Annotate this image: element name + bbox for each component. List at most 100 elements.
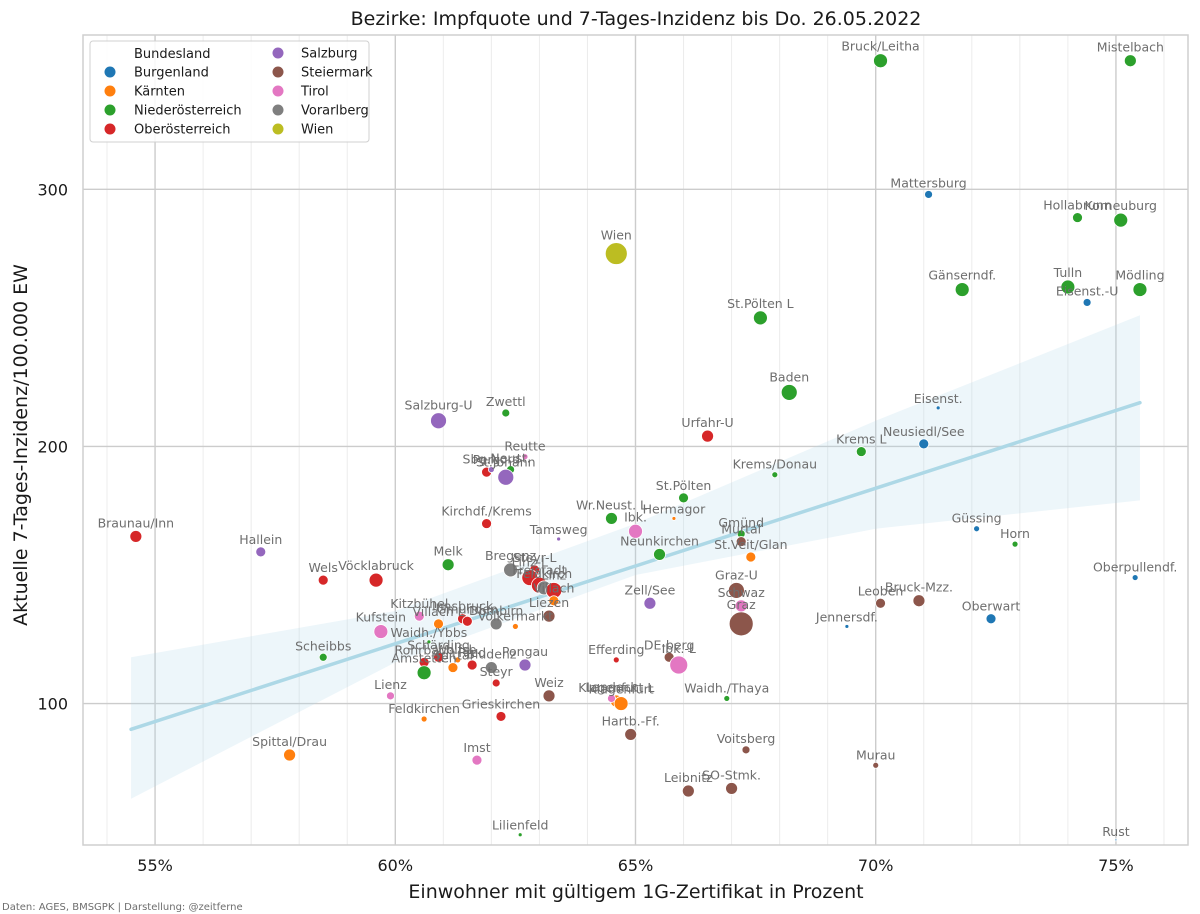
point-label: Tulln [1053,265,1083,280]
data-point [441,558,455,572]
data-point [426,639,432,645]
data-point [497,468,515,486]
point-label: Grieskirchen [462,696,541,711]
legend-marker [104,85,116,97]
point-label: Waidh./Thaya [684,680,769,695]
point-label: Scheibbs [295,638,351,653]
x-tick-label: 70% [858,856,894,875]
data-point [454,656,462,664]
x-tick-label: 55% [137,856,173,875]
point-label: Jennersdf. [815,609,878,624]
data-point [1082,298,1092,307]
point-labels-layer: Bruck/Leitha Mistelbach Mattersburg Hollabr… [98,39,1178,839]
data-point [503,562,518,578]
point-label: Bruck/Leitha [841,39,919,54]
data-point [461,615,473,627]
y-axis-label: Aktuelle 7-Tages-Inzidenz/100.000 EW [10,264,32,626]
point-label: Klagenfurt [588,682,653,697]
data-point [725,782,738,795]
point-label: Bludenz [466,647,517,662]
point-label: Murtal [721,522,761,537]
point-label: Bruck-Mzz. [885,580,953,595]
point-label: Landeck [585,679,638,694]
point-label: Liezen [529,595,569,610]
point-label: St.Johann [476,454,536,469]
data-point [628,523,643,539]
point-label: Villach [533,581,574,596]
data-point [780,384,798,401]
data-point [433,651,444,663]
point-label: Amstetten [391,651,456,666]
legend-marker [104,123,116,135]
plot-frame [82,34,1189,846]
data-point [604,242,628,265]
data-point [484,661,498,674]
data-point [1123,54,1137,68]
point-label: Weiz [534,675,564,690]
data-point [487,466,495,473]
legend-entry-label: Vorarlberg [301,104,369,119]
point-label: Lienz [374,677,407,692]
point-label: Gmunden [437,601,498,616]
major-grid [83,35,1188,845]
legend-entry-label: Kärnten [134,85,185,100]
data-point [671,516,677,521]
x-tick-labels: 55% 60% 65% 70% 75% [137,856,1133,875]
point-label: Graz [727,597,756,612]
data-point [753,310,768,326]
point-label: Kufstein [356,610,406,625]
data-point [548,595,560,607]
data-point [624,728,638,741]
point-label: Rohrbach [394,642,453,657]
legend-marker [272,104,284,116]
point-label: Wr.Neust. L [576,497,647,512]
data-point [771,471,779,479]
data-point [735,536,747,547]
legend-marker [272,47,284,59]
point-label: Steyr [480,664,514,679]
point-label: Lilienfeld [492,818,549,833]
point-label: Horn [1000,526,1030,541]
data-point [318,652,328,662]
regression-line-layer [129,400,1142,732]
point-label: Perg [473,452,501,467]
data-point [723,695,731,702]
point-label: Ibk.-L [662,641,696,656]
data-credit: Daten: AGES, BMSGPK | Darstellung: @zeit… [2,902,243,913]
regression-line [129,400,1142,732]
point-label: Baden [769,369,809,384]
point-label: Linz [541,567,566,582]
point-label: Murau [856,747,895,762]
x-tick-label: 75% [1098,856,1134,875]
data-point [607,694,616,703]
chart-title: Bezirke: Impfquote und 7-Tages-Inzidenz … [351,8,922,30]
point-label: SO-Stmk. [702,767,761,782]
point-label: Oberpullendf. [1093,560,1177,575]
data-point [875,597,886,609]
point-label: DE-berg [644,637,695,652]
data-point [521,453,529,461]
legend-marker [272,123,284,135]
point-label: Ried [458,645,486,660]
point-label: Feldkirchen [388,701,460,716]
point-label: Hartb.-Ff. [602,713,660,728]
point-label: Steyr-L [513,550,557,565]
data-point [1011,540,1019,548]
data-point [466,659,478,671]
data-point [471,754,483,766]
point-label: Reutte [504,439,546,454]
data-point [495,711,507,722]
data-point [678,492,689,504]
data-point [741,745,751,755]
points-layer [129,53,1148,842]
legend-entry-label: Niederösterreich [134,104,242,119]
y-tick-label: 100 [37,695,68,714]
data-point [283,748,296,762]
y-tick-labels: 100 200 300 [37,180,68,713]
point-label: Dornbirn [469,603,523,618]
data-point [918,438,930,450]
data-point [872,761,880,769]
point-label: Krems L [836,432,886,447]
point-label: Klagenfurt L [578,680,654,695]
point-label: Gänserndf. [928,268,996,283]
